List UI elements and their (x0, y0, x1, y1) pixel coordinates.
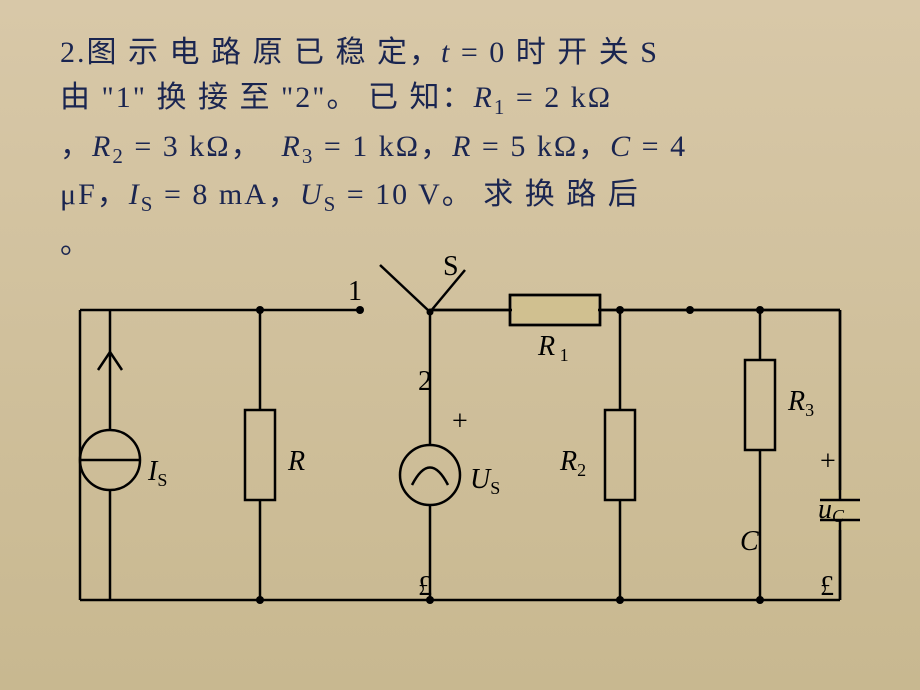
uc-plus: + (820, 446, 836, 477)
Us-label: US (470, 464, 500, 498)
node-R3-top (756, 306, 764, 314)
t-comma1: ， (60, 130, 92, 163)
t-R2s: 2 (112, 144, 125, 168)
resistor-R2 (605, 310, 635, 600)
R1-label: R 1 (537, 331, 569, 365)
t-line2: 由 "1" 换 接 至 "2"。 已 知： (60, 81, 473, 114)
t-Rl: R (452, 130, 472, 163)
label-S: S (443, 251, 459, 282)
t-R2l: R (92, 130, 112, 163)
R2-label: R2 (559, 446, 586, 480)
Us-plus: + (452, 406, 468, 437)
Is-label: IS (147, 456, 167, 490)
node-R-bottom (256, 596, 264, 604)
t-Isl: I (129, 178, 141, 211)
node-R-top (256, 306, 264, 314)
label-2: 2 (418, 366, 432, 397)
t-R3s: 3 (302, 144, 315, 168)
resistor-R (245, 310, 275, 600)
t-Cr: = 4 (632, 130, 687, 163)
t-eq0: = 0 时 开 关 S (451, 36, 659, 69)
C-label: C (740, 526, 759, 557)
uc-minus: £ (820, 571, 834, 602)
circuit-diagram: IS R 1 S 2 + US £ R 1 R (60, 270, 860, 670)
t-var: t (441, 36, 451, 69)
current-source (80, 310, 140, 600)
t-R1l: R (473, 81, 493, 114)
problem-statement: 2.图 示 电 路 原 已 稳 定，t = 0 时 开 关 S 由 "1" 换 … (60, 30, 860, 266)
t-Usr: = 10 V。 求 换 路 后 (337, 178, 640, 211)
R3-label: R3 (787, 386, 814, 420)
t-R1r: = 2 kΩ (506, 81, 612, 114)
R-label: R (287, 446, 305, 477)
t-R2r: = 3 kΩ， (125, 130, 272, 163)
t-Isr: = 8 mA， (154, 178, 299, 211)
node-R3-bottom (756, 596, 764, 604)
t-line1: 2.图 示 电 路 原 已 稳 定， (60, 36, 441, 69)
node-R2-top (616, 306, 624, 314)
node-top-right (686, 306, 694, 314)
t-Iss: S (141, 192, 155, 216)
t-Uss: S (324, 192, 338, 216)
t-Usl: U (300, 178, 324, 211)
t-Cl: C (610, 130, 632, 163)
t-Rr: = 5 kΩ， (472, 130, 610, 163)
t-l5: 。 (60, 227, 92, 260)
t-R3l: R (282, 130, 302, 163)
node-R2-bottom (616, 596, 624, 604)
t-R1s: 1 (494, 95, 507, 119)
label-1: 1 (348, 276, 362, 307)
node-Us-bottom (426, 596, 434, 604)
t-l4pre: μF， (60, 178, 129, 211)
t-R3r: = 1 kΩ， (314, 130, 452, 163)
resistor-R1 (430, 295, 840, 325)
voltage-source-Us (400, 312, 460, 600)
